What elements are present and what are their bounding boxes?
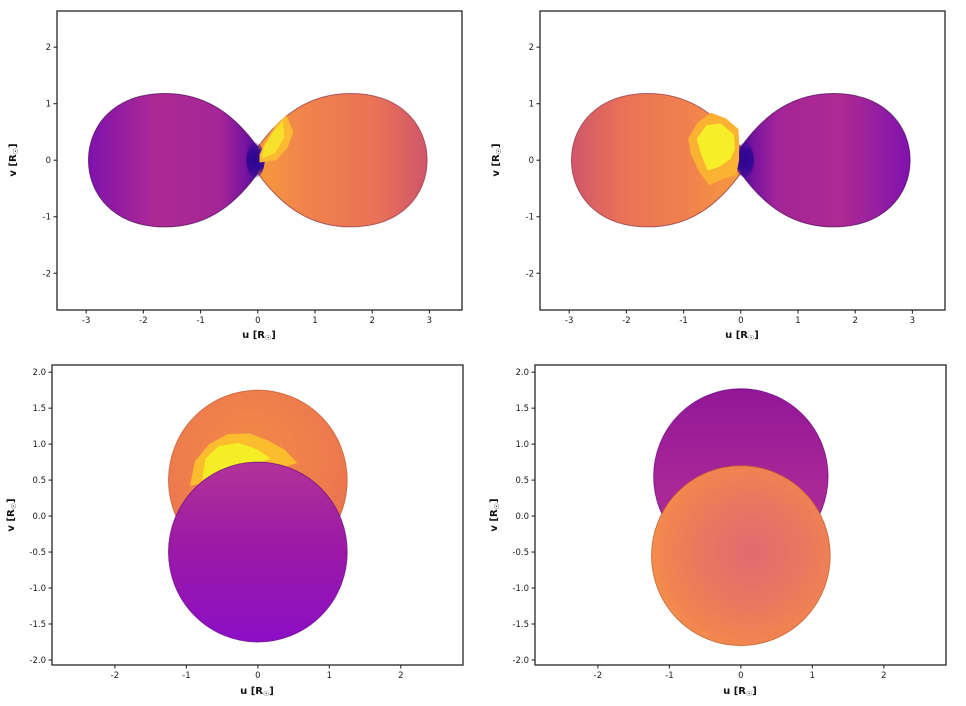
surface-shapes (88, 94, 427, 227)
x-tick-label: -1 (679, 316, 687, 326)
subplot-cell-bottom-left: -2 -1 0 1 2 2.0 1.5 1.0 0.5 0.0 -0.5 -1.0 -1.5 -2.0 u… (0, 353, 483, 706)
y-tick-label: 1 (529, 100, 534, 110)
x-tick-label: 0 (255, 671, 260, 681)
secondary-lobe (741, 94, 910, 227)
x-tick-label: 1 (327, 671, 332, 681)
y-tick-label: -2 (526, 269, 534, 279)
subplot-cell-top-left: -3 -2 -1 0 1 2 3 2 1 0 -1 -2 u [R☉] v [R☉] (0, 0, 483, 353)
y-tick-label: -2.0 (29, 656, 46, 666)
y-tick-label: -1.0 (512, 584, 529, 594)
y-tick-label: -0.5 (512, 548, 529, 558)
subplot-bottom-left: -2 -1 0 1 2 2.0 1.5 1.0 0.5 0.0 -0.5 -1.0 -1.5 -2.0 u… (6, 353, 464, 698)
y-tick-label: 1.5 (515, 404, 529, 414)
surface-shapes (571, 94, 910, 227)
x-tick-label: 2 (369, 316, 374, 326)
axis-ticks: -2 -1 0 1 2 2.0 1.5 1.0 0.5 0.0 -0.5 -1.0 -1.5 -2.0 (512, 368, 886, 681)
y-tick-label: 1 (46, 100, 51, 110)
star-front (652, 466, 831, 646)
x-axis-label: u [R☉] (725, 330, 759, 342)
hotspot-core (261, 120, 285, 159)
y-tick-label: -1.0 (29, 584, 46, 594)
y-tick-label: 0.5 (32, 476, 46, 486)
subplot-bottom-right: -2 -1 0 1 2 2.0 1.5 1.0 0.5 0.0 -0.5 -1.0 -1.5 -2.0 u… (489, 353, 947, 698)
x-tick-label: -3 (565, 316, 573, 326)
axis-ticks: -2 -1 0 1 2 2.0 1.5 1.0 0.5 0.0 -0.5 -1.0 -1.5 -2.0 (29, 368, 403, 681)
x-axis-label: u [R☉] (242, 330, 276, 342)
x-tick-label: 2 (398, 671, 403, 681)
x-axis-label: u [R☉] (723, 686, 757, 698)
x-tick-label: 3 (910, 316, 915, 326)
secondary-lobe (258, 94, 427, 227)
x-tick-label: -1 (665, 671, 673, 681)
subplot-cell-top-right: -3 -2 -1 0 1 2 3 2 1 0 -1 -2 u [R☉] v [R☉] (483, 0, 966, 353)
y-axis-label: v [R☉] (6, 498, 18, 531)
axis-ticks: -3 -2 -1 0 1 2 3 2 1 0 -1 -2 (43, 43, 433, 326)
primary-lobe (88, 94, 257, 227)
x-tick-label: -3 (82, 316, 90, 326)
hotspot-core (696, 123, 736, 171)
surface-shapes (652, 389, 831, 646)
x-tick-label: 2 (881, 671, 886, 681)
y-tick-label: 2.0 (32, 368, 46, 378)
y-tick-label: 2 (46, 43, 51, 53)
y-tick-label: 0.0 (32, 512, 46, 522)
y-tick-label: -2 (43, 269, 51, 279)
y-tick-label: -1 (43, 213, 51, 223)
y-tick-label: 0.0 (515, 512, 529, 522)
x-tick-label: 1 (795, 316, 800, 326)
x-tick-label: 1 (810, 671, 815, 681)
axis-ticks: -3 -2 -1 0 1 2 3 2 1 0 -1 -2 (526, 43, 916, 326)
x-tick-label: -1 (182, 671, 190, 681)
y-axis-label: v [R☉] (489, 498, 501, 531)
y-tick-label: -1 (526, 213, 534, 223)
x-tick-label: -2 (111, 671, 119, 681)
y-axis-label: v [R☉] (8, 143, 20, 176)
y-tick-label: 1.0 (515, 440, 529, 450)
y-axis-label: v [R☉] (491, 143, 503, 176)
y-tick-label: -1.5 (512, 620, 529, 630)
y-tick-label: 0.5 (515, 476, 529, 486)
x-tick-label: 3 (427, 316, 432, 326)
y-tick-label: -2.0 (512, 656, 529, 666)
y-tick-label: 0 (529, 156, 534, 166)
star-front (169, 462, 348, 642)
x-tick-label: -2 (622, 316, 630, 326)
y-tick-label: 2 (529, 43, 534, 53)
y-tick-label: 2.0 (515, 368, 529, 378)
subplot-top-right: -3 -2 -1 0 1 2 3 2 1 0 -1 -2 u [R☉] v [R☉] (491, 10, 946, 342)
x-tick-label: -2 (594, 671, 602, 681)
x-tick-label: -1 (196, 316, 204, 326)
neck-shadow (246, 142, 265, 178)
y-tick-label: 0 (46, 156, 51, 166)
y-tick-label: 1.5 (32, 404, 46, 414)
x-tick-label: 0 (738, 316, 743, 326)
x-tick-label: 0 (255, 316, 260, 326)
subplot-cell-bottom-right: -2 -1 0 1 2 2.0 1.5 1.0 0.5 0.0 -0.5 -1.0 -1.5 -2.0 u… (483, 353, 966, 706)
y-tick-label: 1.0 (32, 440, 46, 450)
y-tick-label: -1.5 (29, 620, 46, 630)
x-tick-label: 2 (852, 316, 857, 326)
x-tick-label: 1 (312, 316, 317, 326)
x-axis-label: u [R☉] (240, 686, 274, 698)
y-tick-label: -0.5 (29, 548, 46, 558)
x-tick-label: 0 (738, 671, 743, 681)
x-tick-label: -2 (139, 316, 147, 326)
neck-shadow (735, 142, 754, 178)
subplot-top-left: -3 -2 -1 0 1 2 3 2 1 0 -1 -2 u [R☉] v [R☉] (8, 10, 463, 342)
surface-shapes (169, 390, 348, 642)
